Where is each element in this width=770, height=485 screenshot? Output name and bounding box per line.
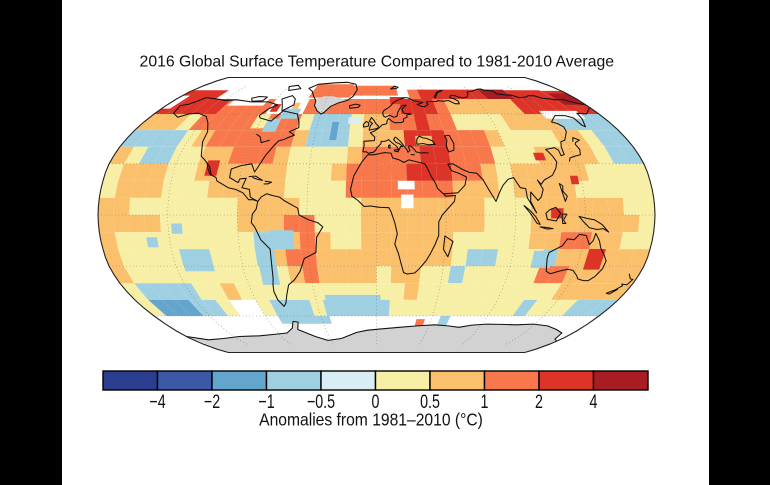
- svg-text:−0.5: −0.5: [307, 391, 335, 413]
- svg-text:2: 2: [535, 391, 543, 413]
- svg-text:−1: −1: [258, 391, 274, 413]
- svg-text:−2: −2: [204, 391, 220, 413]
- svg-text:0: 0: [372, 391, 380, 413]
- svg-text:4: 4: [590, 391, 598, 413]
- svg-text:Anomalies from 1981–2010 (°C): Anomalies from 1981–2010 (°C): [259, 409, 483, 429]
- svg-text:0.5: 0.5: [420, 391, 440, 413]
- svg-text:1: 1: [481, 391, 489, 413]
- svg-text:−4: −4: [149, 391, 165, 413]
- svg-text:2016 Global Surface Temperatur: 2016 Global Surface Temperature Compared…: [140, 54, 615, 71]
